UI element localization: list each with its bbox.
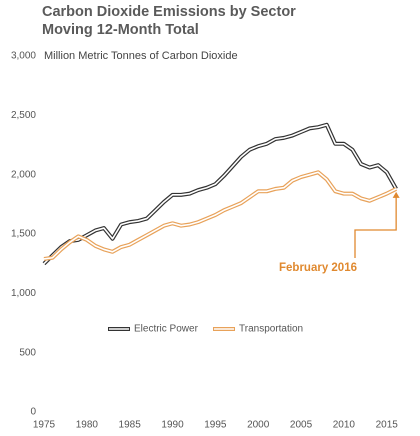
- annotation-leader: [354, 196, 397, 258]
- chart-title: Carbon Dioxide Emissions by Sector: [42, 4, 296, 20]
- y-tick-label: 3,000: [11, 51, 36, 62]
- y-tick-label: 2,500: [11, 110, 36, 121]
- series-line-inner: [43, 171, 397, 260]
- y-tick-label: 500: [19, 347, 36, 358]
- y-tick-label: 1,000: [11, 288, 36, 299]
- x-tick-label: 2015: [376, 420, 399, 431]
- x-tick-label: 2000: [247, 420, 270, 431]
- annotation: February 2016: [279, 262, 357, 274]
- x-tick-label: 1990: [161, 420, 184, 431]
- x-tick-label: 1995: [204, 420, 227, 431]
- legend-label: Electric Power: [134, 324, 199, 335]
- chart-subtitle: Moving 12-Month Total: [42, 22, 199, 38]
- x-tick-label: 1980: [76, 420, 99, 431]
- y-axis-label: Million Metric Tonnes of Carbon Dioxide: [44, 50, 238, 62]
- series-line-inner: [43, 124, 397, 265]
- annotation-arrow: [392, 191, 400, 198]
- x-tick-label: 2005: [290, 420, 313, 431]
- x-tick-label: 1975: [33, 420, 56, 431]
- x-tick-label: 2010: [333, 420, 356, 431]
- y-tick-label: 0: [30, 407, 36, 418]
- x-tick-label: 1985: [119, 420, 142, 431]
- legend-label: Transportation: [239, 324, 303, 335]
- y-tick-label: 2,000: [11, 169, 36, 180]
- y-tick-label: 1,500: [11, 229, 36, 240]
